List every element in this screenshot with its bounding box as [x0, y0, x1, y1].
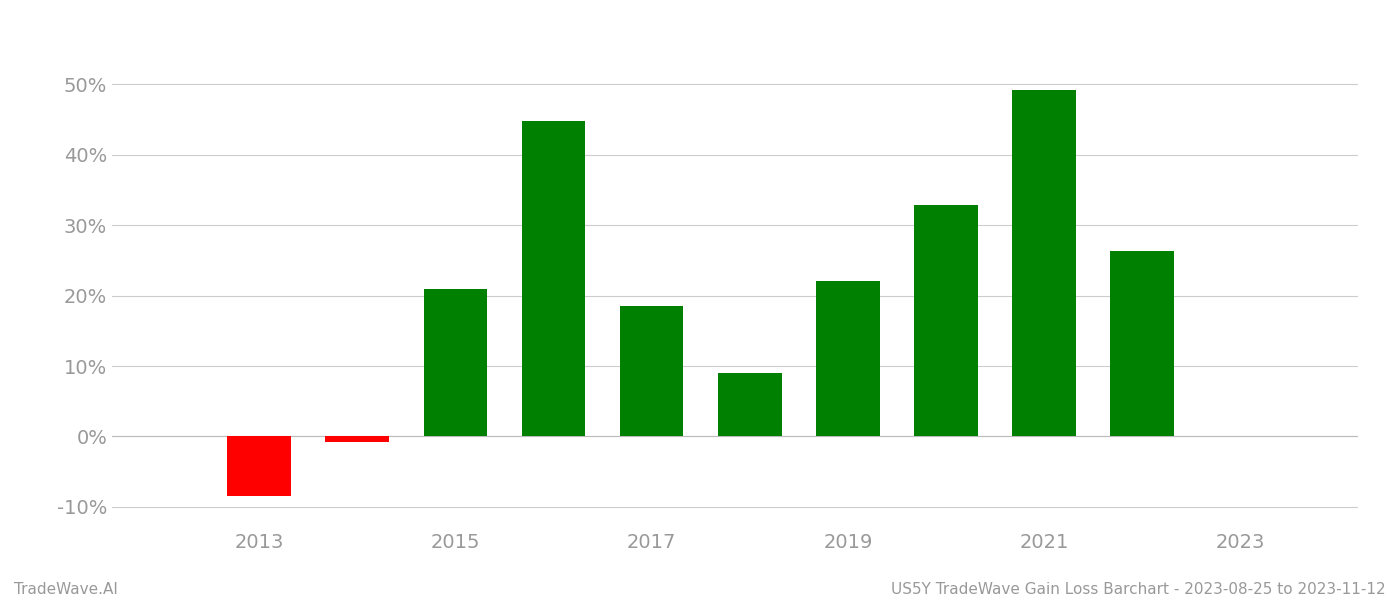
Text: TradeWave.AI: TradeWave.AI — [14, 582, 118, 597]
Bar — [620, 306, 683, 436]
Bar — [1110, 251, 1175, 436]
Bar — [914, 205, 977, 436]
Bar — [522, 121, 585, 436]
Bar — [325, 436, 389, 442]
Text: US5Y TradeWave Gain Loss Barchart - 2023-08-25 to 2023-11-12: US5Y TradeWave Gain Loss Barchart - 2023… — [892, 582, 1386, 597]
Bar — [227, 436, 291, 496]
Bar — [423, 289, 487, 436]
Bar — [1012, 90, 1077, 436]
Bar — [718, 373, 781, 436]
Bar — [816, 281, 879, 436]
